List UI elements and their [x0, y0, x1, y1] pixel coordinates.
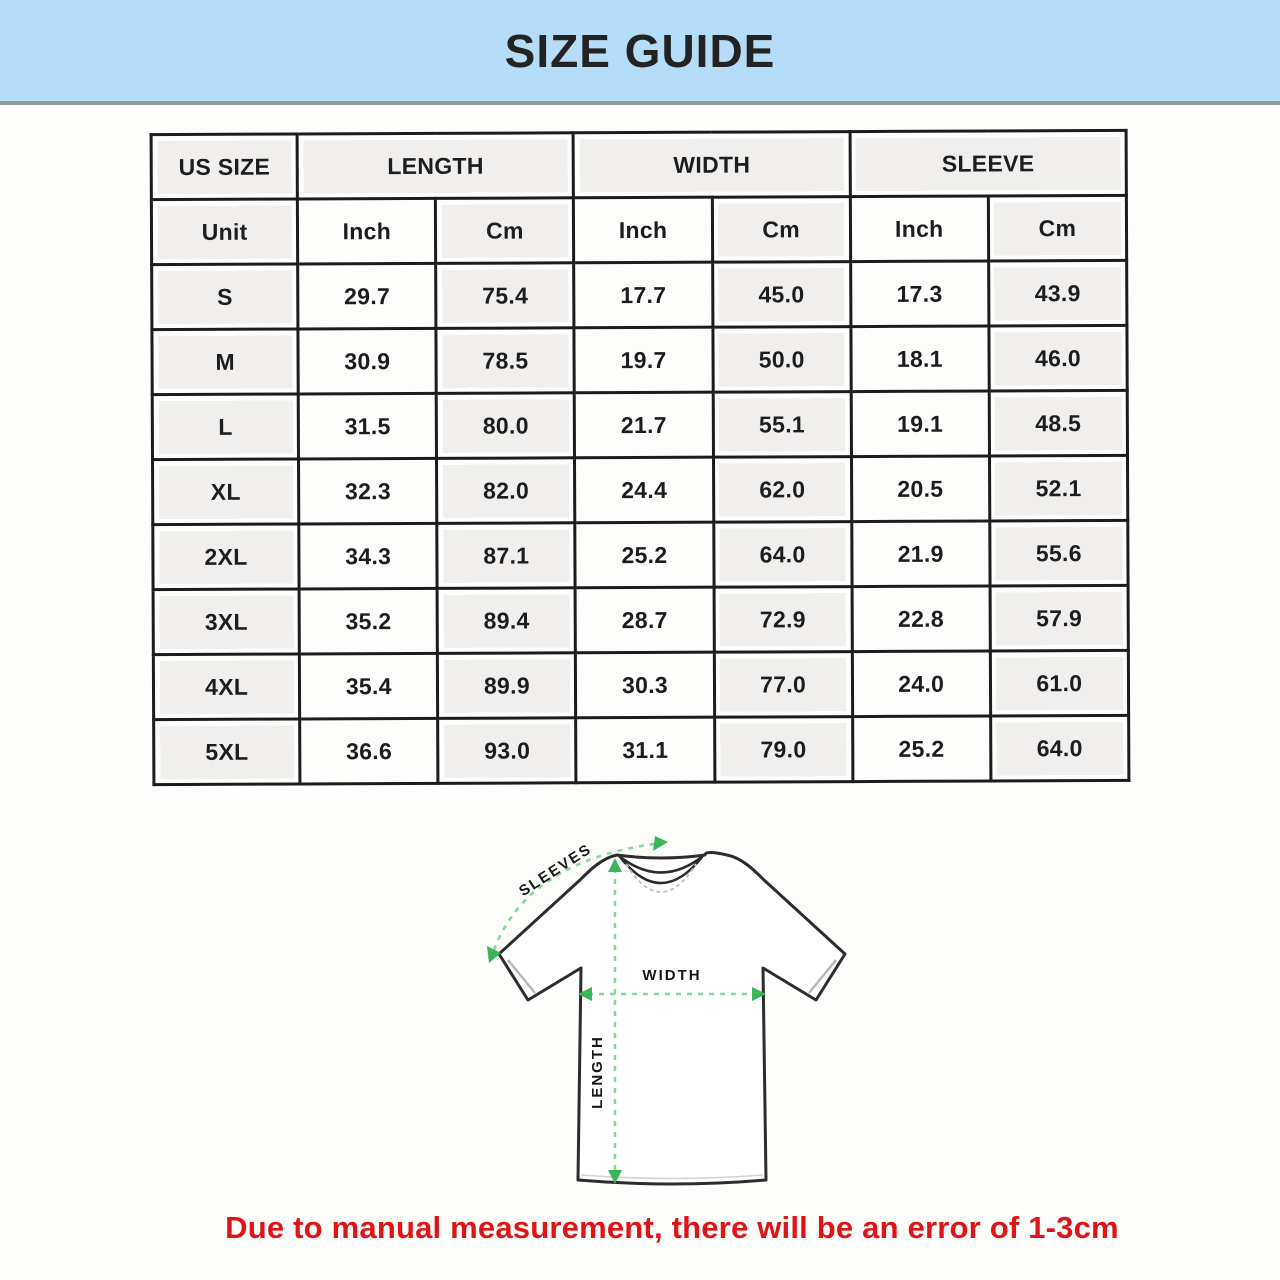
value-cell: 62.0 — [713, 456, 852, 523]
value-cell: 34.3 — [299, 523, 438, 589]
table-row: XL 32.3 82.0 24.4 62.0 20.5 52.1 — [152, 455, 1128, 525]
size-table: US SIZE LENGTH WIDTH SLEEVE Unit Inch Cm… — [150, 129, 1131, 786]
value-cell: 55.6 — [989, 520, 1129, 586]
value-cell: 61.0 — [990, 650, 1129, 716]
table-row: 4XL 35.4 89.9 30.3 77.0 24.0 61.0 — [153, 650, 1129, 720]
value-cell: 35.2 — [299, 588, 438, 654]
value-cell: 89.4 — [437, 587, 576, 654]
unit-inch-cell: Inch — [850, 195, 989, 262]
table-row: 2XL 34.3 87.1 25.2 64.0 21.9 55.6 — [152, 520, 1129, 590]
table-row: 3XL 35.2 89.4 28.7 72.9 22.8 57.9 — [153, 585, 1129, 655]
value-cell: 89.9 — [437, 652, 577, 719]
size-cell: 5XL — [153, 718, 301, 785]
tshirt-outline — [497, 851, 847, 1186]
value-cell: 75.4 — [436, 262, 575, 329]
col-header-length: LENGTH — [297, 132, 574, 199]
value-cell: 48.5 — [989, 390, 1128, 456]
value-cell: 43.9 — [988, 260, 1127, 326]
value-cell: 77.0 — [713, 651, 853, 718]
value-cell: 64.0 — [990, 715, 1129, 781]
value-cell: 19.1 — [850, 390, 990, 457]
width-label: WIDTH — [642, 967, 701, 984]
value-cell: 21.7 — [574, 392, 714, 458]
table-header-row: US SIZE LENGTH WIDTH SLEEVE — [151, 130, 1127, 200]
value-cell: 30.3 — [575, 652, 715, 718]
value-cell: 22.8 — [851, 585, 991, 652]
banner-divider — [0, 101, 1280, 105]
value-cell: 18.1 — [850, 325, 990, 392]
unit-cm-cell: Cm — [988, 195, 1127, 261]
size-cell: 4XL — [153, 653, 300, 720]
value-cell: 50.0 — [712, 326, 851, 393]
value-cell: 79.0 — [714, 716, 853, 783]
unit-cm-cell: Cm — [711, 196, 851, 263]
unit-inch-cell: Inch — [297, 198, 437, 264]
value-cell: 21.9 — [851, 520, 990, 587]
value-cell: 52.1 — [989, 455, 1128, 521]
col-header-width: WIDTH — [573, 131, 851, 198]
page-title: SIZE GUIDE — [504, 24, 776, 77]
value-cell: 17.7 — [574, 262, 713, 328]
value-cell: 57.9 — [989, 585, 1129, 651]
value-cell: 31.1 — [576, 717, 715, 783]
value-cell: 30.9 — [298, 328, 437, 394]
value-cell: 25.2 — [575, 522, 714, 588]
table-row: L 31.5 80.0 21.7 55.1 19.1 48.5 — [152, 390, 1128, 460]
value-cell: 87.1 — [437, 522, 576, 589]
value-cell: 24.0 — [852, 650, 991, 717]
size-cell: L — [152, 393, 299, 460]
size-cell: 2XL — [152, 523, 300, 590]
value-cell: 36.6 — [299, 718, 439, 784]
banner: SIZE GUIDE — [0, 0, 1280, 101]
size-cell: 3XL — [153, 588, 300, 655]
col-header-sleeve: SLEEVE — [849, 130, 1127, 197]
value-cell: 17.3 — [850, 260, 989, 327]
value-cell: 19.7 — [574, 327, 713, 393]
tshirt-measurement-diagram: SLEEVES WIDTH LENGTH — [482, 832, 862, 1204]
table-row: M 30.9 78.5 19.7 50.0 18.1 46.0 — [151, 325, 1128, 395]
size-cell: S — [151, 263, 299, 330]
value-cell: 72.9 — [713, 586, 853, 653]
col-header-us-size: US SIZE — [151, 133, 298, 200]
value-cell: 29.7 — [297, 263, 437, 329]
value-cell: 55.1 — [712, 391, 852, 458]
length-label: LENGTH — [589, 1035, 606, 1109]
table-row: S 29.7 75.4 17.7 45.0 17.3 43.9 — [151, 260, 1127, 330]
value-cell: 35.4 — [299, 653, 438, 719]
value-cell: 28.7 — [575, 587, 714, 653]
table-row: 5XL 36.6 93.0 31.1 79.0 25.2 64.0 — [153, 715, 1129, 785]
value-cell: 93.0 — [437, 717, 577, 784]
measurement-disclaimer: Due to manual measurement, there will be… — [225, 1210, 1119, 1245]
value-cell: 78.5 — [436, 327, 575, 394]
value-cell: 80.0 — [436, 392, 575, 459]
unit-inch-cell: Inch — [573, 197, 713, 263]
value-cell: 45.0 — [712, 261, 851, 328]
length-measure-arrow: LENGTH — [589, 858, 622, 1184]
size-cell: XL — [152, 458, 300, 525]
unit-cm-cell: Cm — [435, 197, 575, 264]
value-cell: 31.5 — [298, 393, 437, 459]
size-cell: M — [151, 328, 299, 395]
width-measure-arrow: WIDTH — [578, 967, 766, 1001]
value-cell: 24.4 — [574, 457, 714, 523]
value-cell: 82.0 — [436, 457, 576, 524]
value-cell: 46.0 — [988, 325, 1128, 391]
unit-row: Unit Inch Cm Inch Cm Inch Cm — [151, 195, 1127, 265]
value-cell: 32.3 — [298, 458, 438, 524]
value-cell: 25.2 — [852, 715, 991, 782]
value-cell: 20.5 — [851, 455, 990, 522]
value-cell: 64.0 — [713, 521, 852, 588]
unit-label-cell: Unit — [151, 198, 298, 265]
